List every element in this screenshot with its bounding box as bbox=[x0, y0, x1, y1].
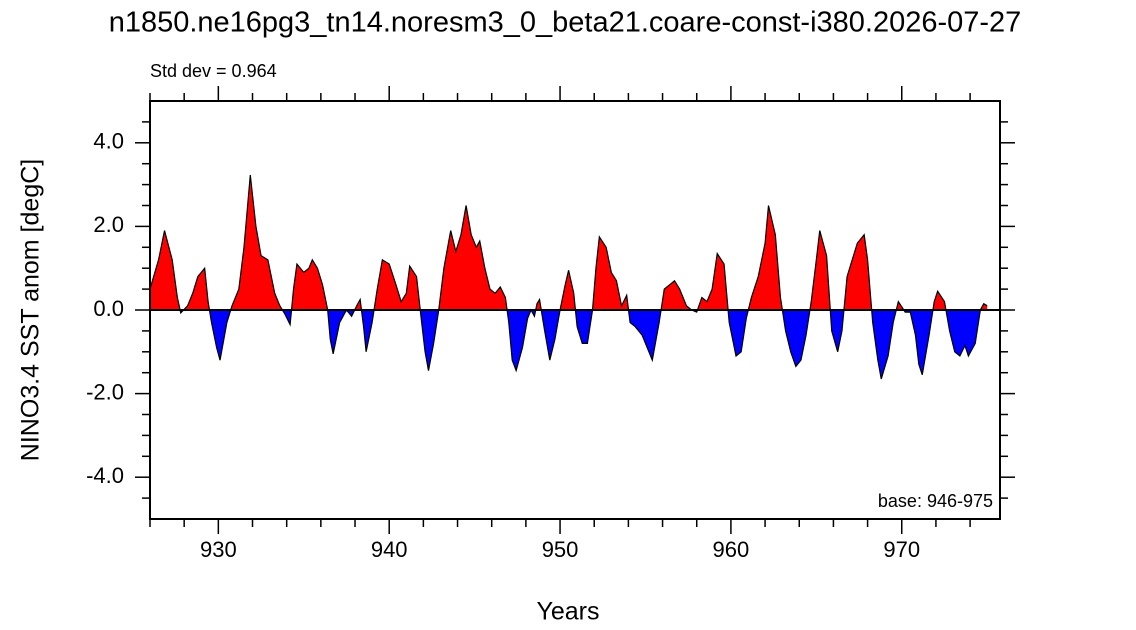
y-tick-label: 4.0 bbox=[93, 129, 124, 154]
y-tick-label: -2.0 bbox=[86, 379, 124, 404]
y-tick-label: -4.0 bbox=[86, 463, 124, 488]
y-axis-label: NINO3.4 SST anom [degC] bbox=[17, 159, 45, 461]
x-tick-label: 950 bbox=[542, 537, 579, 562]
series-line bbox=[149, 174, 988, 380]
x-axis-label: Years bbox=[536, 598, 599, 626]
y-tick-label: 2.0 bbox=[93, 212, 124, 237]
x-tick-label: 960 bbox=[713, 537, 750, 562]
subtitle: Std dev = 0.964 bbox=[150, 61, 277, 81]
x-tick-label: 930 bbox=[200, 537, 237, 562]
x-tick-label: 940 bbox=[371, 537, 408, 562]
positive-area bbox=[150, 174, 988, 310]
annotation: base: 946-975 bbox=[878, 491, 993, 511]
chart-title: n1850.ne16pg3_tn14.noresm3_0_beta21.coar… bbox=[109, 7, 1022, 39]
y-tick-label: 0.0 bbox=[93, 296, 124, 321]
x-tick-label: 970 bbox=[883, 537, 920, 562]
